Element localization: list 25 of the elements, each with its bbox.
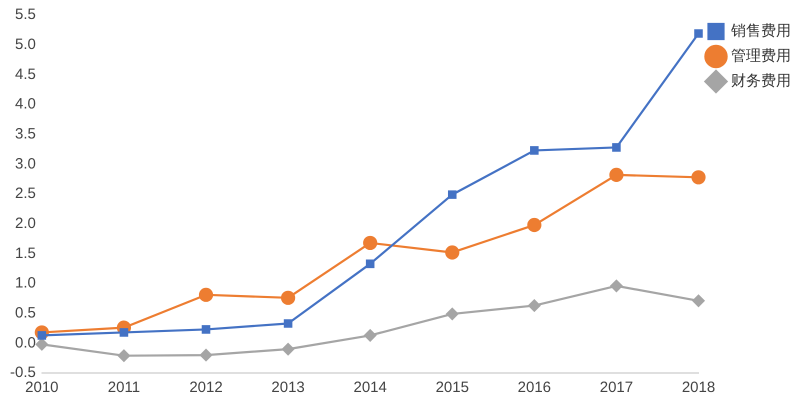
y-tick-label: 5.0 bbox=[14, 36, 36, 53]
y-tick-label: 1.5 bbox=[14, 244, 36, 262]
legend-label: 管理费用 bbox=[731, 46, 791, 64]
x-tick-label: 2011 bbox=[108, 379, 140, 396]
x-tick-label: 2010 bbox=[25, 379, 59, 396]
x-tick-label: 2015 bbox=[436, 379, 469, 396]
y-tick-label: 4.5 bbox=[14, 66, 36, 83]
x-tick-label: 2017 bbox=[600, 379, 634, 396]
y-tick-label: 3.5 bbox=[14, 125, 36, 142]
x-tick-label: 2013 bbox=[271, 379, 305, 396]
y-tick-label: 0.5 bbox=[14, 304, 36, 322]
y-tick-label: 4.0 bbox=[14, 96, 36, 113]
y-tick-label: 2.5 bbox=[14, 185, 36, 202]
y-tick-label: 5.5 bbox=[14, 6, 36, 24]
x-tick-label: 2014 bbox=[353, 379, 387, 396]
x-tick-label: 2016 bbox=[518, 379, 552, 396]
y-tick-label: -0.5 bbox=[10, 364, 36, 382]
y-tick-label: 0.0 bbox=[14, 334, 36, 352]
y-tick-label: 1.0 bbox=[14, 274, 36, 292]
legend-label: 财务费用 bbox=[731, 71, 791, 90]
x-tick-label: 2018 bbox=[682, 379, 716, 396]
x-tick-label: 2012 bbox=[189, 379, 223, 396]
y-tick-label: 3.0 bbox=[14, 155, 36, 172]
y-tick-label: 2.0 bbox=[14, 214, 36, 232]
legend-label: 销售费用 bbox=[730, 21, 791, 40]
